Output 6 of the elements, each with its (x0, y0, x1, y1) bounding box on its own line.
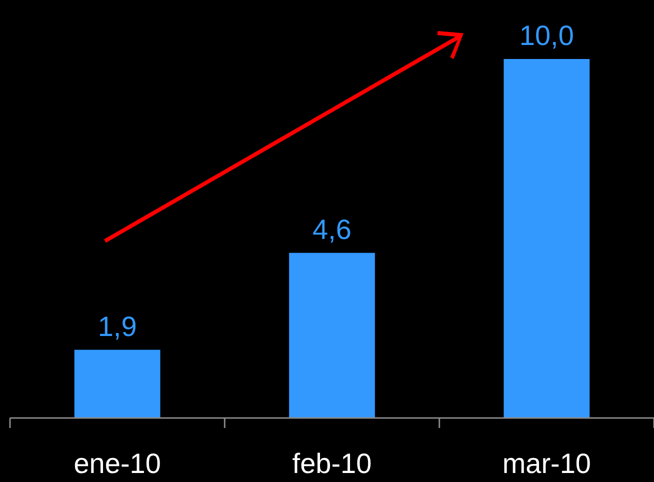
x-tick-label: mar-10 (502, 448, 592, 479)
x-tick-label: ene-10 (74, 448, 161, 479)
data-label: 4,6 (312, 214, 352, 245)
x-tick-label: feb-10 (292, 448, 372, 479)
data-label: 10,0 (519, 20, 574, 51)
data-label: 1,9 (98, 310, 137, 342)
